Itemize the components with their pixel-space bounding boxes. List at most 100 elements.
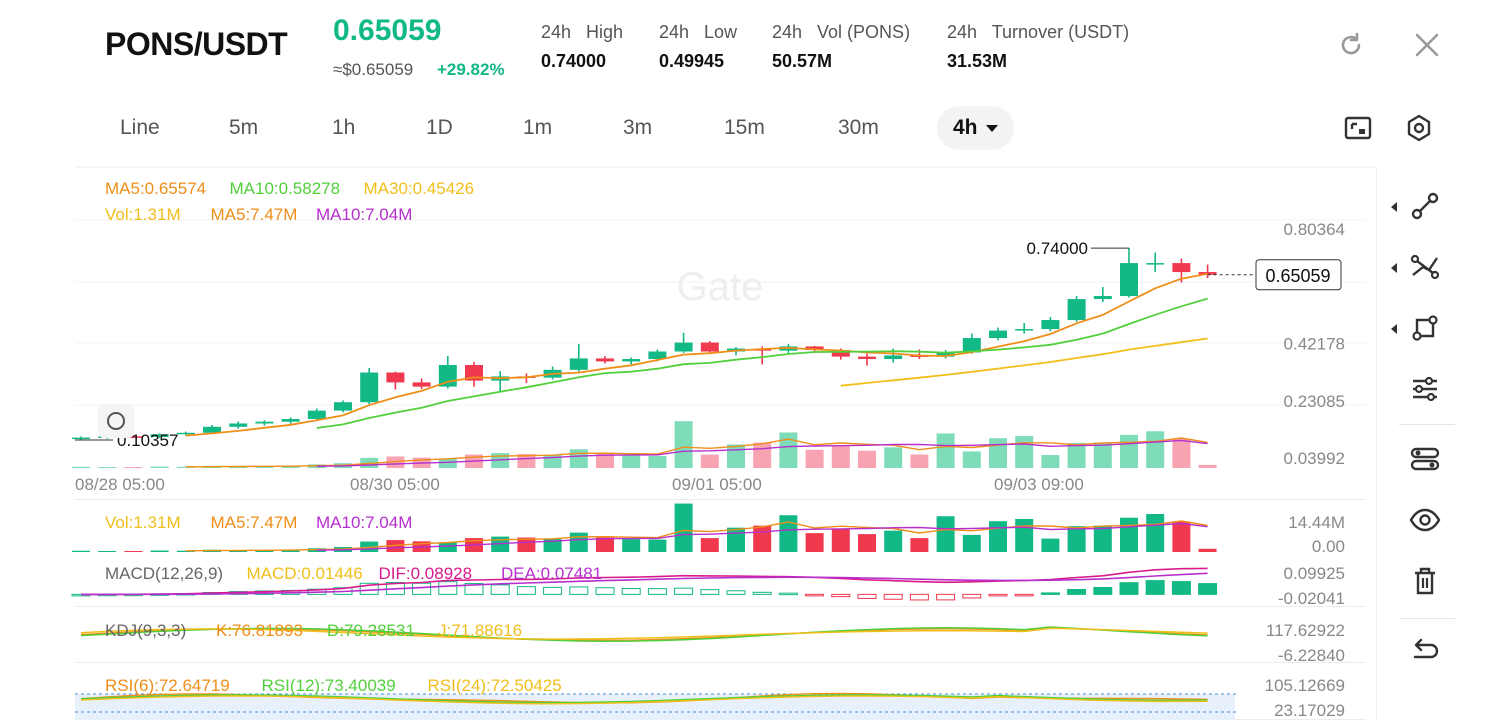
candle-body bbox=[884, 355, 903, 360]
volume-bar bbox=[962, 451, 981, 468]
subpane-volume-bar bbox=[779, 515, 798, 552]
candle-body bbox=[386, 372, 405, 383]
chevron-down-icon bbox=[985, 124, 998, 132]
subpane-volume-legend: Vol:1.31M bbox=[105, 513, 181, 532]
delete-icon[interactable] bbox=[1407, 563, 1443, 599]
subpane-volume-bar bbox=[543, 539, 562, 552]
volume-bar bbox=[1146, 431, 1165, 468]
subpane-volume-bar bbox=[727, 527, 745, 552]
volume-bar bbox=[700, 454, 719, 468]
subpane-volume-bar bbox=[176, 550, 195, 552]
kline-chart[interactable]: Gate 0.80364 0.42178 0.23085 0.03992 0.74000 0… bbox=[0, 160, 1376, 720]
subpane-volume-bar bbox=[700, 538, 719, 552]
volume-bar bbox=[569, 449, 588, 468]
candle-body bbox=[1198, 272, 1217, 275]
candle-body bbox=[858, 356, 876, 360]
volume-bar bbox=[1015, 436, 1034, 468]
tab-5m[interactable]: 5m bbox=[229, 116, 259, 139]
volume-legend-item: MA5:7.47M bbox=[211, 205, 298, 224]
indicator-settings-icon[interactable] bbox=[1407, 371, 1443, 407]
macd-histogram-bar bbox=[936, 593, 956, 601]
tab-3m[interactable]: 3m bbox=[623, 116, 653, 139]
macd-histogram-bar bbox=[700, 589, 720, 595]
subpane-volume-bar bbox=[281, 549, 300, 552]
shape-tool-icon[interactable] bbox=[1407, 310, 1443, 346]
volume-bar bbox=[936, 433, 955, 468]
macd-histogram-bar bbox=[569, 586, 589, 595]
macd-histogram-bar bbox=[1145, 580, 1165, 595]
candle-body bbox=[1172, 263, 1191, 273]
fullscreen-icon[interactable] bbox=[1344, 114, 1374, 144]
volume-bar bbox=[438, 458, 457, 468]
subpane-volume-bar bbox=[98, 551, 117, 553]
expand-arrow-icon[interactable] bbox=[1391, 324, 1397, 334]
volume-ma5-line bbox=[185, 437, 1208, 468]
price-ma30-line bbox=[840, 337, 1208, 387]
tab-15m[interactable]: 15m bbox=[724, 116, 765, 139]
candle-body bbox=[805, 346, 824, 351]
volume-bar bbox=[1120, 434, 1138, 468]
subpane-volume-bar bbox=[255, 550, 274, 552]
volume-axis-label: 14.44M bbox=[1288, 513, 1345, 532]
usd-price: ≈$0.65059 bbox=[333, 60, 414, 79]
subpane-volume-bar bbox=[1198, 548, 1217, 552]
stat-label: 24h Low bbox=[659, 22, 738, 42]
close-icon[interactable] bbox=[1412, 30, 1442, 60]
time-axis-label: 08/30 05:00 bbox=[350, 475, 440, 494]
candle-body bbox=[962, 338, 981, 353]
volume-bar bbox=[648, 456, 667, 468]
price-axis-label: 0.03992 bbox=[1284, 449, 1345, 468]
volume-bar bbox=[622, 455, 641, 468]
tab-1m[interactable]: 1m bbox=[523, 116, 553, 139]
tab-line[interactable]: Line bbox=[120, 116, 160, 139]
tab-4h-dropdown[interactable]: 4h bbox=[937, 106, 1014, 150]
candle-body bbox=[281, 418, 300, 422]
macd-histogram-bar bbox=[674, 587, 694, 595]
price-change: +29.82% bbox=[437, 60, 505, 79]
candle-body bbox=[360, 372, 379, 403]
expand-arrow-icon[interactable] bbox=[1391, 202, 1397, 212]
rsi12-line bbox=[80, 694, 1208, 704]
candle-body bbox=[1146, 263, 1165, 265]
candle-body bbox=[203, 426, 221, 433]
subpane-volume-bar bbox=[72, 550, 90, 552]
subpane-volume-bar bbox=[805, 533, 824, 552]
subpane-volume-bar bbox=[569, 532, 588, 552]
line-tool-icon[interactable] bbox=[1407, 188, 1443, 224]
expand-arrow-icon[interactable] bbox=[1391, 263, 1397, 273]
visibility-icon[interactable] bbox=[1407, 502, 1443, 538]
macd-histogram-bar bbox=[543, 586, 563, 595]
watermark-text: Gate bbox=[677, 265, 764, 309]
volume-bar bbox=[753, 442, 772, 468]
subpane-volume-legend: MA10:7.04M bbox=[316, 513, 412, 532]
stat-value: 0.74000 bbox=[541, 51, 607, 71]
crosshair-toggle-icon bbox=[98, 404, 134, 438]
ma-legend-item: MA30:0.45426 bbox=[364, 179, 475, 198]
candle-body bbox=[1120, 263, 1138, 297]
subpane-volume-legend: MA5:7.47M bbox=[211, 513, 298, 532]
drawing-settings-icon[interactable] bbox=[1407, 441, 1443, 477]
subpane-volume-bar bbox=[753, 525, 772, 552]
price-ma10-line bbox=[316, 297, 1208, 429]
interval-tabs: Line 5m 1h 1D 1m 3m 15m 30m 4h bbox=[0, 106, 1510, 152]
volume-bar bbox=[910, 454, 929, 468]
candle-body bbox=[1041, 320, 1060, 330]
subpane-volume-bar bbox=[962, 534, 981, 552]
refresh-icon[interactable] bbox=[1336, 30, 1366, 60]
subpane-volume-bar bbox=[831, 529, 850, 552]
settings-icon[interactable] bbox=[1405, 114, 1435, 144]
last-price-tag-box bbox=[1255, 259, 1342, 291]
stat-value: 0.49945 bbox=[659, 51, 725, 71]
candle-body bbox=[596, 358, 614, 362]
macd-histogram-bar bbox=[857, 593, 877, 599]
volume-bar bbox=[805, 449, 824, 468]
undo-icon[interactable] bbox=[1407, 633, 1443, 669]
tab-1h[interactable]: 1h bbox=[332, 116, 356, 139]
kdj-axis-label: 117.62922 bbox=[1266, 621, 1345, 640]
tab-1d[interactable]: 1D bbox=[426, 116, 453, 139]
macd-histogram-bar bbox=[831, 593, 851, 598]
macd-histogram-bar bbox=[359, 582, 379, 595]
time-axis-label: 09/01 05:00 bbox=[672, 475, 762, 494]
tab-30m[interactable]: 30m bbox=[838, 116, 879, 139]
cross-line-icon[interactable] bbox=[1407, 249, 1443, 285]
